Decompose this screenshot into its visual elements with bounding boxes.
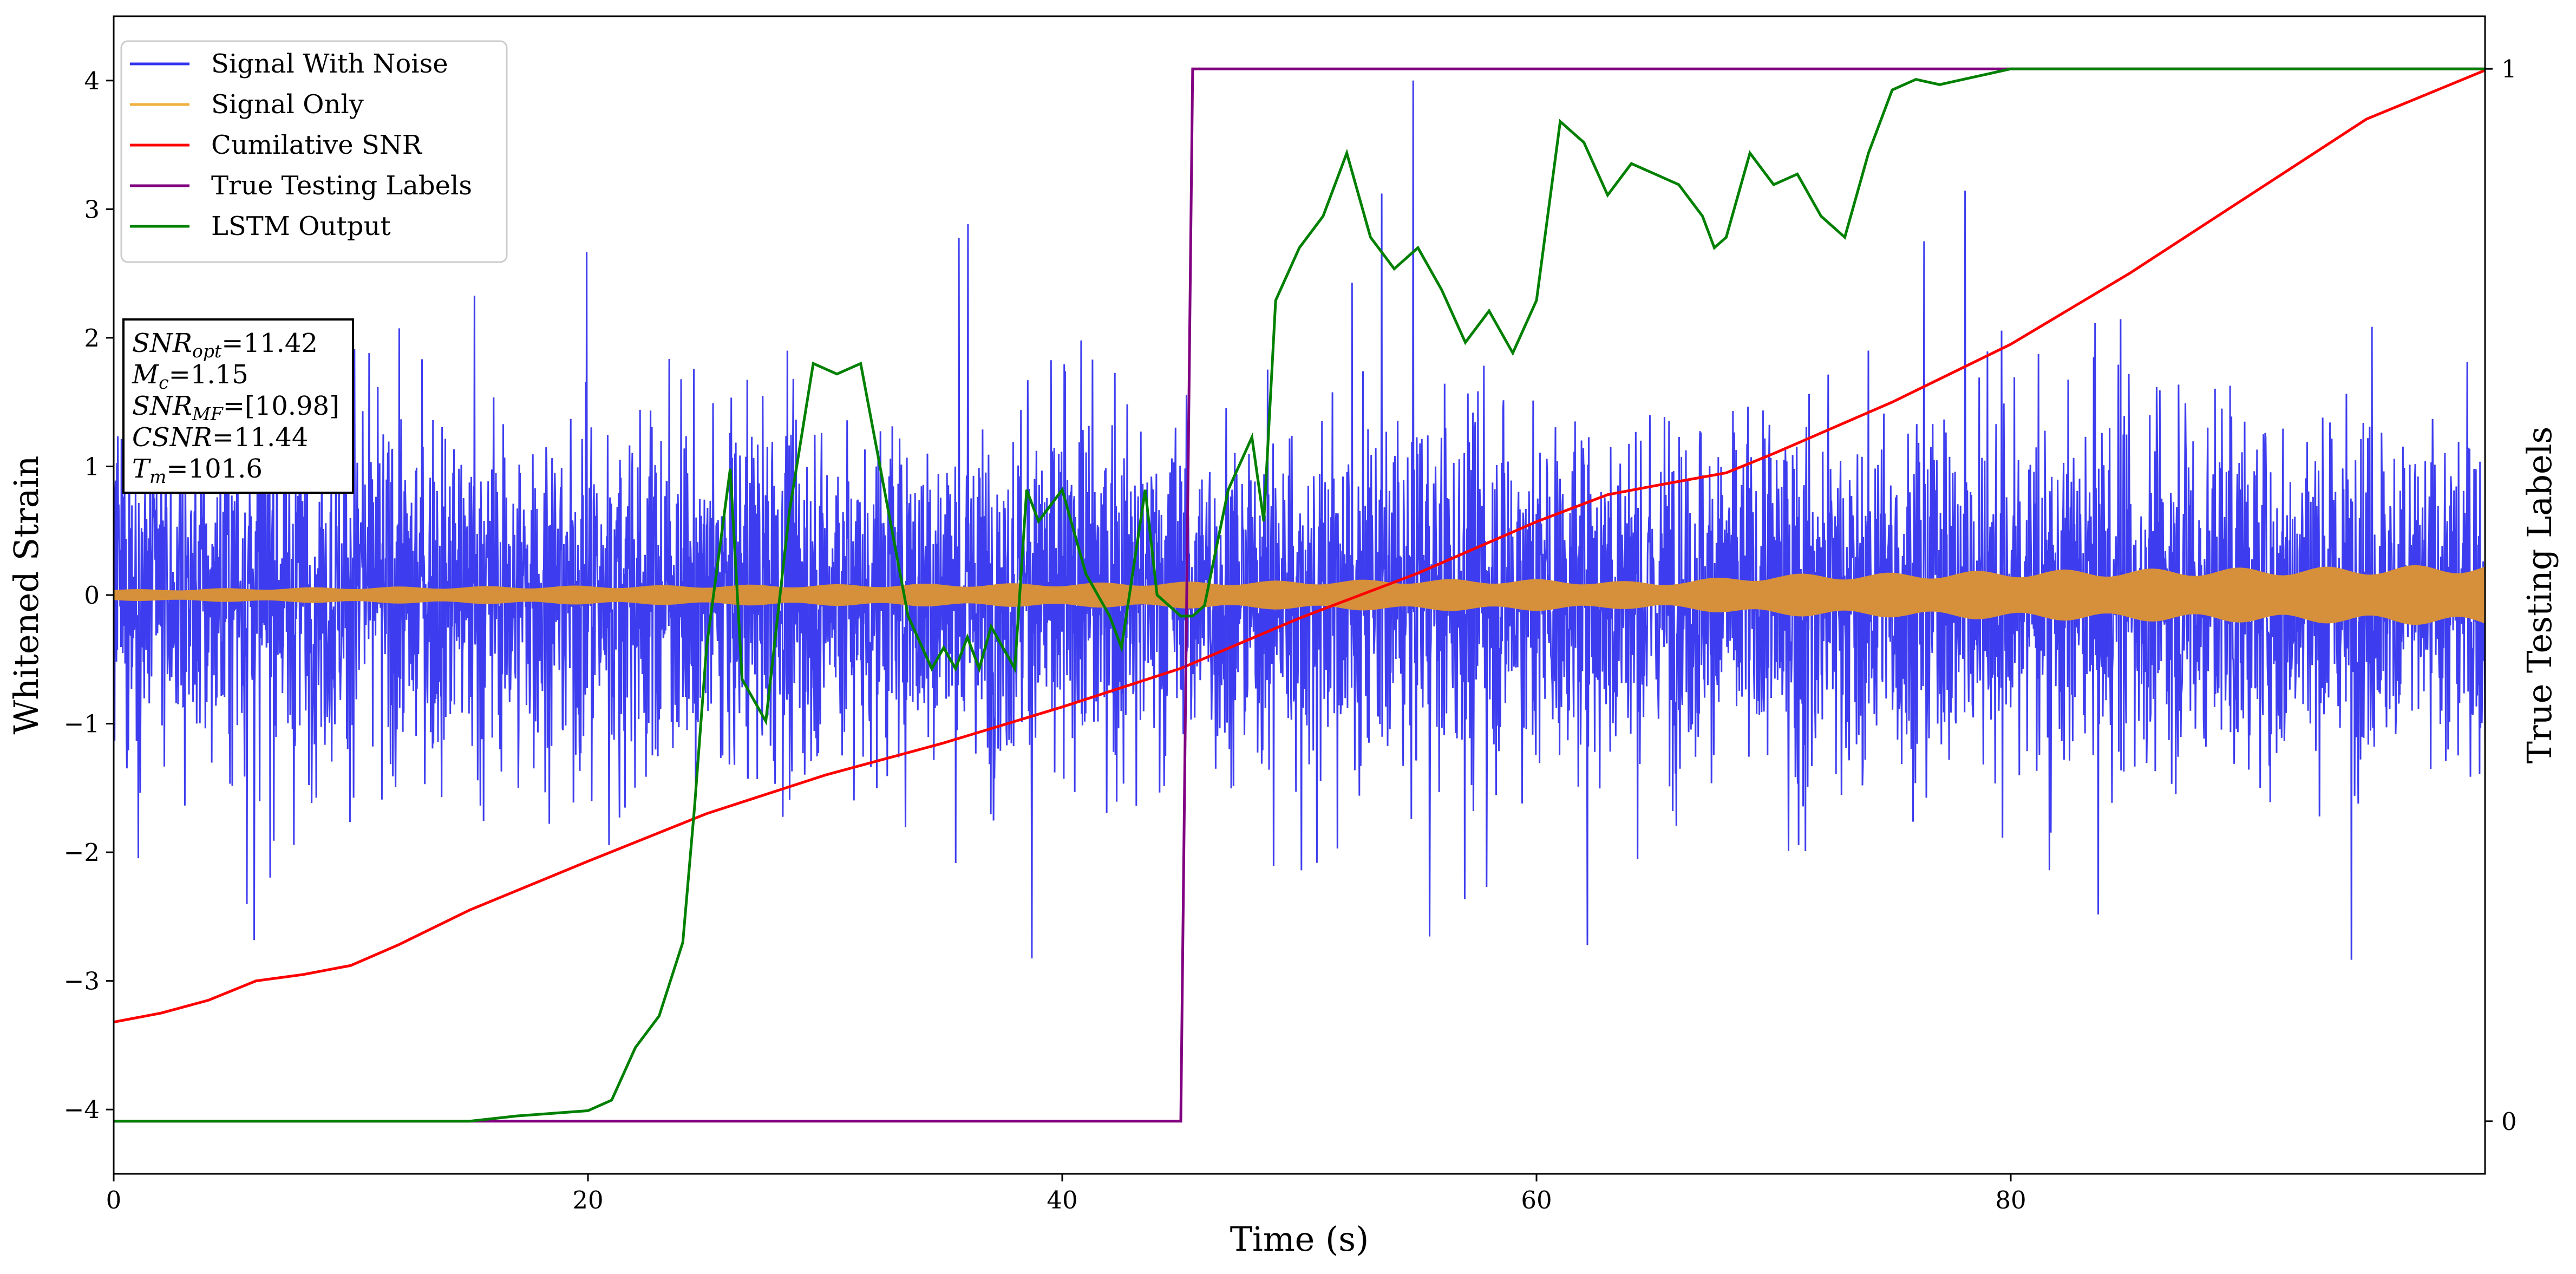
annotation-line: SNRMF=[10.98] (132, 391, 339, 424)
y-tick-label: 4 (84, 67, 100, 95)
annotation-line: Tm=101.6 (132, 454, 263, 487)
legend-frame (120, 40, 508, 263)
legend: Signal With Noise Signal Only Cumilative S… (120, 40, 508, 263)
legend-label: Signal Only (211, 89, 364, 120)
y-tick-label: −3 (64, 967, 100, 996)
x-tick-label: 60 (1521, 1186, 1552, 1214)
y-tick-label: −1 (64, 710, 100, 739)
legend-label: Cumilative SNR (211, 130, 423, 160)
y-tick-label: 1 (84, 452, 100, 481)
legend-label: LSTM Output (211, 211, 391, 241)
annotation-line: CSNR=11.44 (132, 422, 308, 453)
series-layer (114, 67, 2485, 1123)
y2-tick-label: 0 (2501, 1107, 2517, 1136)
y-tick-label: 2 (84, 324, 100, 352)
x-tick-label: 40 (1047, 1186, 1077, 1214)
annotation-frame (122, 318, 354, 494)
y2-axis-title: True Testing Labels (2520, 427, 2559, 764)
annotation-line: SNRopt=11.42 (132, 328, 318, 362)
x-tick-label: 80 (1995, 1186, 2026, 1214)
x-tick-label: 20 (572, 1186, 603, 1214)
series-group (114, 67, 2485, 1123)
y-axis-title: Whitened Strain (6, 456, 46, 735)
series-cumulative-snr (114, 69, 2485, 1024)
y-tick-label: −2 (64, 838, 100, 867)
annotation-line: Mc=1.15 (132, 360, 249, 393)
annotation-box: SNRopt=11.42Mc=1.15SNRMF=[10.98]CSNR=11.… (122, 318, 354, 494)
y-tick-label: −4 (64, 1095, 100, 1124)
series-true-testing-labels (114, 67, 2485, 1123)
y2-tick-label: 1 (2501, 55, 2517, 83)
series-signal-only (114, 565, 2485, 625)
series-lstm-output (114, 67, 2485, 1123)
x-axis-title: Time (s) (1230, 1219, 1369, 1259)
x-tick-label: 0 (106, 1186, 122, 1214)
y-tick-label: 3 (84, 195, 100, 224)
y-tick-label: 0 (84, 581, 100, 610)
legend-label: True Testing Labels (211, 171, 472, 201)
legend-label: Signal With Noise (211, 49, 448, 79)
